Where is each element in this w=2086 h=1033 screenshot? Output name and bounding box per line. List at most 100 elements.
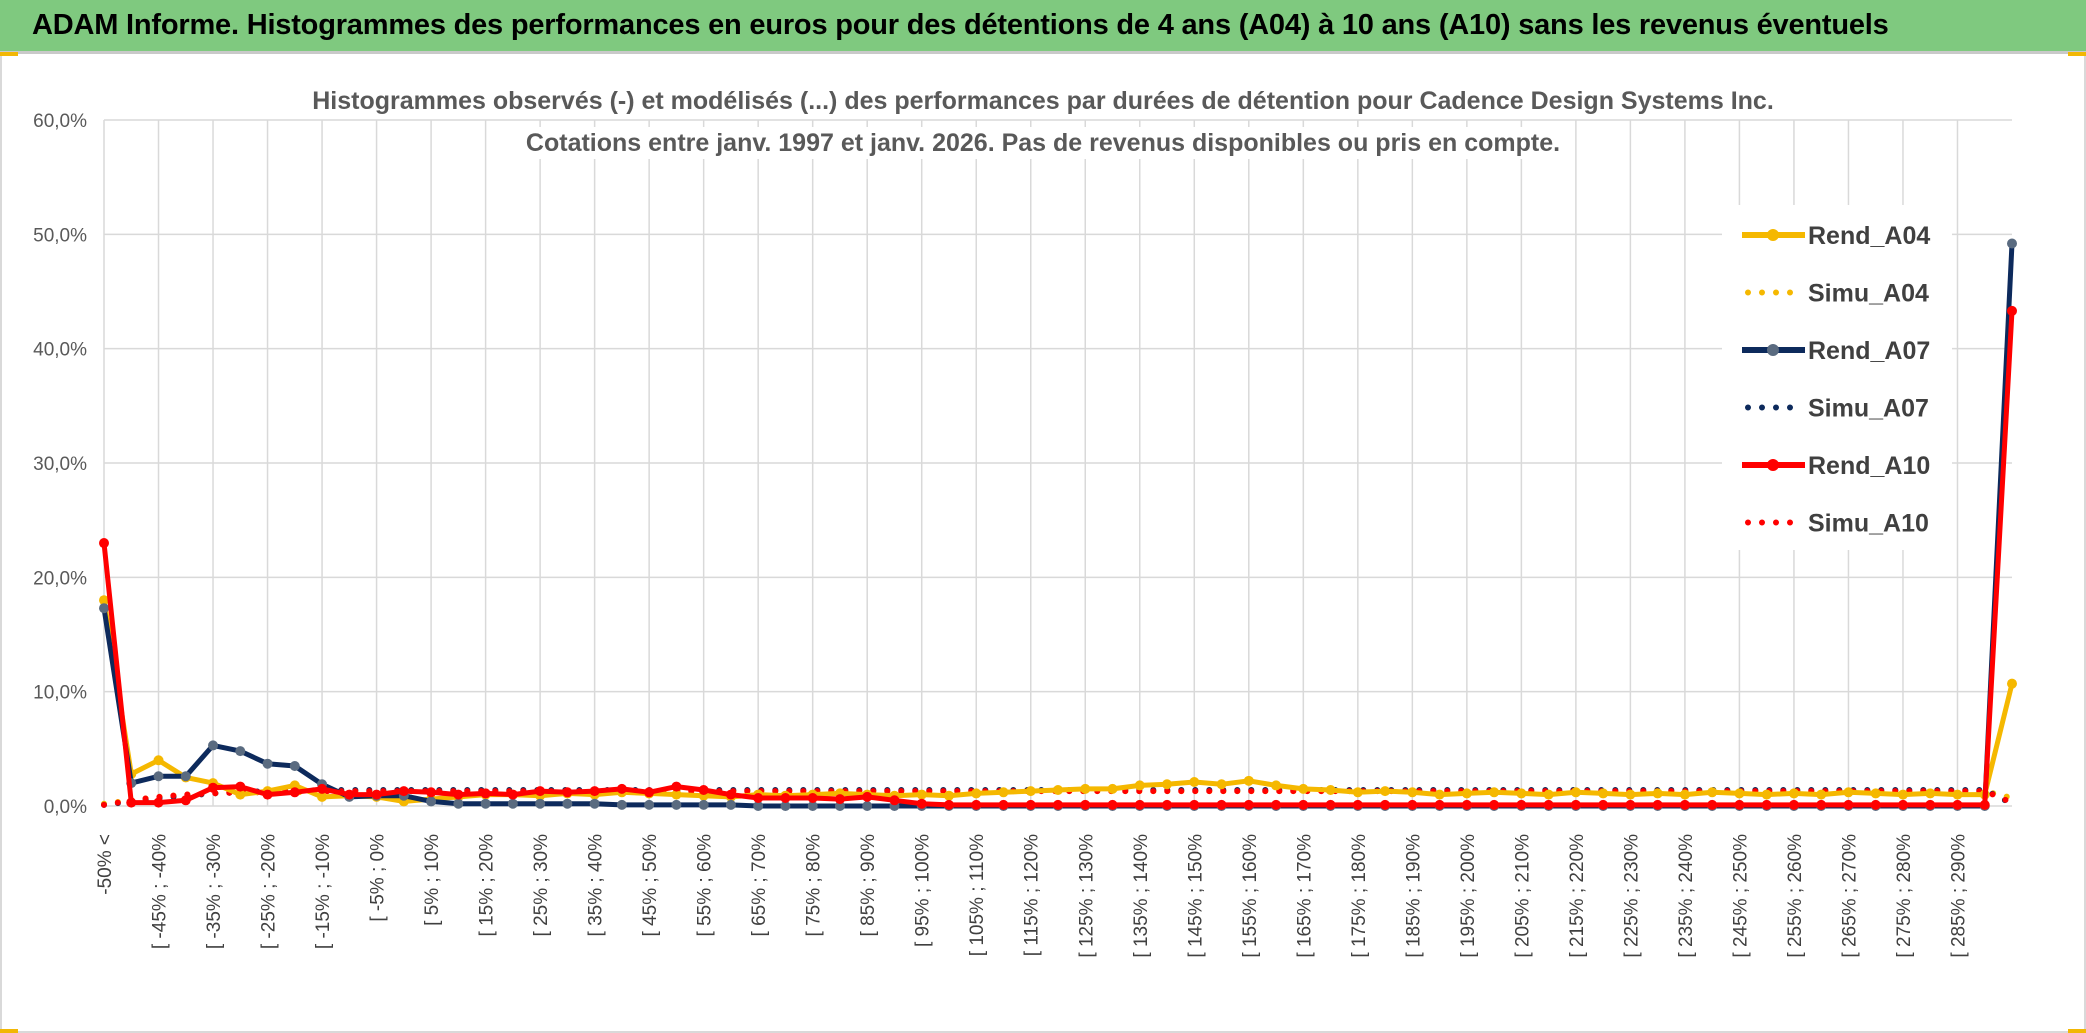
x-tick-label: [ 275% ; 280% <box>1894 834 1915 958</box>
data-point <box>1134 780 1145 791</box>
data-point <box>507 789 518 800</box>
data-point <box>1816 799 1827 810</box>
x-axis-ticks: -50% < [ -45% ; -40% [ -35% ; -30% [ -25% ;… <box>95 834 1969 958</box>
data-point <box>1598 799 1609 810</box>
data-point <box>725 799 736 810</box>
data-point <box>1189 776 1200 787</box>
data-point <box>1053 799 1063 810</box>
data-point <box>616 783 627 794</box>
data-point <box>1761 799 1772 810</box>
x-tick-label: [ 15% ; 20% <box>477 834 498 937</box>
data-point <box>1734 788 1745 799</box>
data-point <box>344 789 355 800</box>
data-point <box>971 788 982 799</box>
data-point <box>698 799 709 810</box>
data-point <box>1897 799 1908 810</box>
data-point <box>2007 238 2017 249</box>
data-point <box>1025 786 1036 797</box>
x-tick-label: [ 205% ; 210% <box>1512 834 1533 958</box>
data-point <box>480 798 491 809</box>
data-point <box>1162 799 1173 810</box>
x-tick-label: [ 85% ; 90% <box>858 834 879 937</box>
legend-label: Rend_A10 <box>1808 452 1930 480</box>
data-point <box>1516 799 1527 810</box>
data-point <box>1380 786 1391 797</box>
data-point <box>780 792 791 803</box>
data-point <box>2007 305 2017 316</box>
x-tick-label: [ 35% ; 40% <box>586 834 607 937</box>
x-tick-label: [ 225% ; 230% <box>1621 834 1642 958</box>
data-point <box>1788 799 1799 810</box>
legend-marker <box>1767 344 1779 356</box>
data-point <box>1761 789 1772 800</box>
x-tick-label: [ 95% ; 100% <box>913 834 934 947</box>
legend-label: Simu_A04 <box>1808 280 1929 308</box>
frame-corner-bottom-right <box>2068 1029 2086 1033</box>
data-point <box>1952 789 1963 800</box>
legend-item-simu-a07: Simu_A07 <box>1745 395 1929 423</box>
data-point <box>725 789 736 800</box>
data-point <box>180 771 191 782</box>
chart-title-background <box>304 85 1782 117</box>
data-point <box>1652 788 1663 799</box>
data-point <box>1625 789 1636 800</box>
legend-label: Rend_A04 <box>1808 222 1930 250</box>
data-point <box>1543 789 1554 800</box>
data-point <box>916 789 927 800</box>
data-point <box>262 789 273 800</box>
data-point <box>153 771 164 782</box>
data-point <box>180 795 191 806</box>
legend-label: Rend_A07 <box>1808 337 1930 365</box>
x-tick-label: [ 105% ; 110% <box>967 834 988 956</box>
data-point <box>1925 788 1936 799</box>
data-point <box>1243 799 1254 810</box>
data-point <box>1162 779 1173 790</box>
data-point <box>99 538 109 549</box>
data-point <box>1380 799 1391 810</box>
x-tick-label: [ 145% ; 150% <box>1185 834 1206 958</box>
data-point <box>1189 799 1200 810</box>
data-point <box>1979 799 1990 810</box>
data-point <box>1925 799 1936 810</box>
frame-corner-top-right <box>2068 52 2086 56</box>
data-point <box>262 758 273 769</box>
data-point <box>589 798 600 809</box>
data-point <box>426 787 437 798</box>
data-point <box>208 740 219 751</box>
data-point <box>1298 799 1309 810</box>
x-tick-label: [ 165% ; 170% <box>1294 834 1315 958</box>
data-point <box>1271 780 1282 791</box>
data-point <box>1652 799 1663 810</box>
legend-item-rend-a07: Rend_A07 <box>1742 337 1930 365</box>
data-point <box>1025 799 1036 810</box>
y-tick-label: 20,0% <box>33 568 87 589</box>
x-tick-label: [ 25% ; 30% <box>531 834 552 937</box>
x-tick-label: [ -25% ; -20% <box>259 834 280 949</box>
chart-legend: Rend_A04 Simu_A04 Rend_A07 Simu_A07 Rend_A10… <box>1722 205 1952 550</box>
data-point <box>1216 799 1227 810</box>
data-point <box>1053 784 1063 795</box>
data-point <box>126 797 137 808</box>
data-point <box>971 799 982 810</box>
data-point <box>1570 799 1581 810</box>
data-point <box>671 789 682 800</box>
legend-item-simu-a04: Simu_A04 <box>1745 280 1929 308</box>
legend-label: Simu_A10 <box>1808 510 1929 538</box>
series-line <box>101 599 2015 804</box>
y-tick-label: 60,0% <box>33 111 87 132</box>
data-point <box>1325 799 1336 810</box>
legend-item-rend-a04: Rend_A04 <box>1742 222 1930 250</box>
data-point <box>289 787 300 798</box>
data-point <box>889 795 900 806</box>
data-point <box>426 796 437 807</box>
x-tick-label: [ -15% ; -10% <box>313 834 334 949</box>
data-point <box>153 797 164 808</box>
data-point <box>1734 799 1745 810</box>
data-point <box>589 786 600 797</box>
data-point <box>644 787 655 798</box>
data-point <box>317 791 328 802</box>
data-point <box>153 755 164 766</box>
data-point <box>862 801 873 811</box>
data-point <box>1325 784 1336 795</box>
